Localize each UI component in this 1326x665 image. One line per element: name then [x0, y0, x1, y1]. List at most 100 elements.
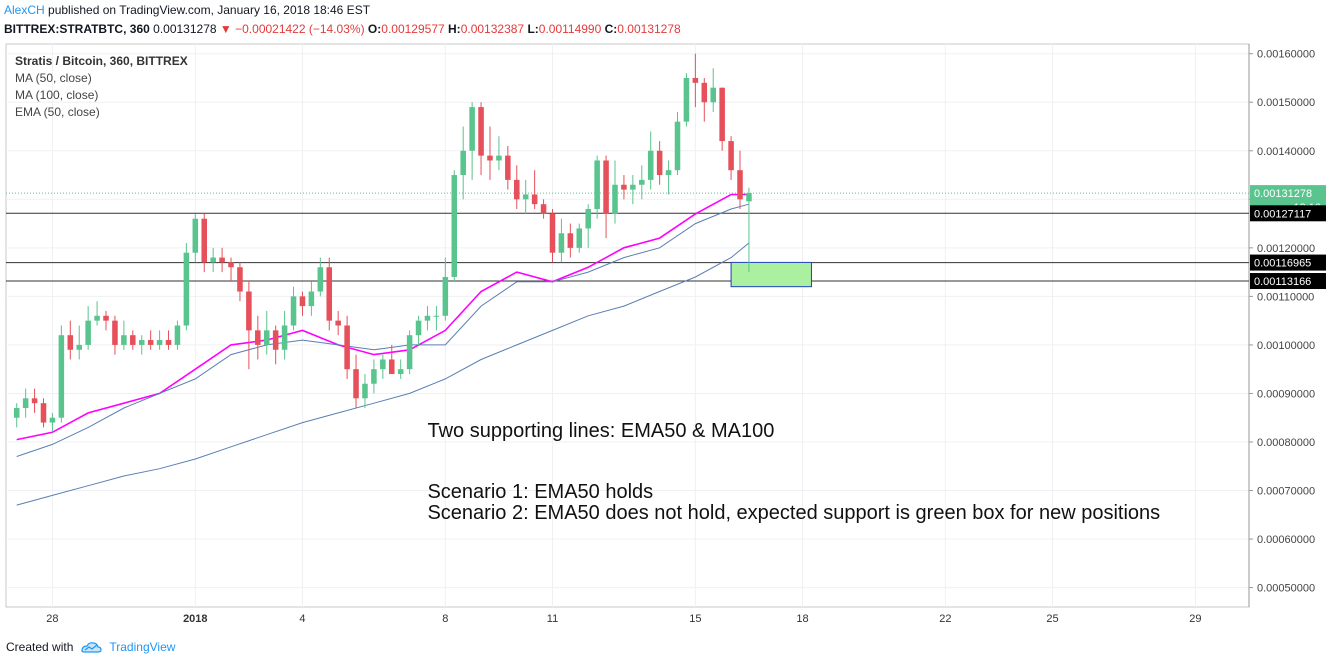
candle-down[interactable]	[299, 296, 306, 307]
support-box[interactable]	[730, 261, 812, 288]
candle-up[interactable]	[639, 179, 645, 185]
candle-up[interactable]	[612, 184, 618, 214]
candle-up[interactable]	[183, 252, 190, 326]
candle-up[interactable]	[451, 175, 458, 277]
candle-down[interactable]	[621, 184, 627, 190]
y-tick-label: 0.00160000	[1257, 49, 1315, 61]
tradingview-brand[interactable]: TradingView	[109, 640, 176, 654]
candle-down[interactable]	[103, 315, 109, 321]
candle-down[interactable]	[540, 204, 547, 214]
candle-down[interactable]	[603, 160, 609, 214]
candle-down[interactable]	[228, 262, 234, 268]
candle-down[interactable]	[353, 369, 359, 399]
candle-up[interactable]	[460, 150, 466, 176]
candle-up[interactable]	[469, 107, 475, 151]
candle-up[interactable]	[263, 330, 270, 345]
candle-up[interactable]	[424, 315, 431, 321]
candle-up[interactable]	[281, 325, 288, 350]
tradingview-logo-icon[interactable]	[79, 640, 103, 654]
candle-down[interactable]	[67, 335, 74, 350]
candle-up[interactable]	[710, 87, 716, 103]
candle-down[interactable]	[165, 340, 172, 345]
plot-area[interactable]	[5, 43, 1250, 608]
candle-up[interactable]	[433, 315, 440, 317]
candle-down[interactable]	[514, 179, 520, 200]
candle-up[interactable]	[85, 320, 91, 345]
publish-info: AlexCH published on TradingView.com, Jan…	[4, 3, 370, 17]
candle-up[interactable]	[121, 335, 127, 345]
author-link[interactable]: AlexCH	[4, 3, 45, 17]
candle-up[interactable]	[380, 359, 386, 370]
candle-down[interactable]	[112, 320, 118, 345]
high-value: 0.00132387	[460, 22, 525, 36]
candle-up[interactable]	[22, 398, 29, 409]
candle-down[interactable]	[255, 330, 261, 345]
candle-down[interactable]	[505, 155, 511, 180]
candle-down[interactable]	[531, 194, 538, 205]
series-line-ma-100-close-[interactable]	[16, 242, 750, 506]
annotation-text[interactable]: Scenario 2: EMA50 does not hold, expecte…	[427, 502, 1160, 524]
candle-up[interactable]	[138, 340, 145, 345]
candle-down[interactable]	[201, 218, 208, 263]
candle-down[interactable]	[326, 267, 333, 321]
candle-up[interactable]	[442, 276, 449, 316]
candle-up[interactable]	[58, 335, 65, 418]
candle-up[interactable]	[317, 267, 324, 292]
candle-up[interactable]	[49, 417, 56, 423]
candle-down[interactable]	[237, 267, 243, 292]
candle-up[interactable]	[308, 291, 315, 307]
candle-up[interactable]	[647, 150, 654, 180]
candle-down[interactable]	[130, 335, 136, 345]
candle-down[interactable]	[388, 359, 395, 375]
annotation-text[interactable]: Two supporting lines: EMA50 & MA100	[427, 420, 774, 442]
legend-item-ma50[interactable]: MA (50, close)	[15, 71, 92, 85]
candle-down[interactable]	[737, 170, 743, 200]
candle-up[interactable]	[683, 77, 690, 122]
legend-item-ma100[interactable]: MA (100, close)	[15, 88, 99, 102]
candle-up[interactable]	[290, 296, 297, 326]
legend-item-ema50[interactable]: EMA (50, close)	[15, 105, 100, 119]
candle-up[interactable]	[362, 383, 368, 399]
candle-down[interactable]	[335, 320, 341, 326]
candle-down[interactable]	[549, 213, 556, 253]
candle-up[interactable]	[594, 160, 600, 210]
candle-down[interactable]	[478, 107, 484, 156]
candle-up[interactable]	[674, 121, 681, 171]
candle-down[interactable]	[728, 141, 734, 171]
candle-up[interactable]	[371, 369, 377, 384]
candle-up[interactable]	[13, 408, 20, 418]
candle-up[interactable]	[156, 340, 163, 345]
candle-up[interactable]	[558, 233, 565, 253]
annotation-text[interactable]: Scenario 1: EMA50 holds	[427, 481, 653, 503]
candle-down[interactable]	[344, 325, 350, 370]
candle-down[interactable]	[31, 398, 38, 404]
candle-up[interactable]	[210, 257, 216, 263]
candle-up[interactable]	[76, 344, 82, 350]
candle-down[interactable]	[719, 87, 725, 142]
candle-up[interactable]	[665, 170, 672, 176]
x-tick-label: 25	[1046, 613, 1058, 625]
candle-up[interactable]	[174, 325, 181, 345]
candle-down[interactable]	[692, 77, 699, 83]
candle-down[interactable]	[567, 233, 574, 248]
candle-up[interactable]	[192, 218, 199, 253]
candle-down[interactable]	[40, 403, 47, 423]
candle-up[interactable]	[630, 184, 636, 190]
candle-up[interactable]	[585, 209, 591, 229]
candle-up[interactable]	[397, 369, 404, 375]
candle-up[interactable]	[496, 155, 502, 161]
candle-down[interactable]	[656, 150, 663, 176]
candle-down[interactable]	[219, 257, 225, 263]
candle-up[interactable]	[415, 320, 422, 336]
candle-down[interactable]	[272, 330, 279, 350]
candle-up[interactable]	[94, 315, 100, 321]
candle-down[interactable]	[147, 340, 154, 345]
candle-up[interactable]	[576, 228, 583, 248]
candle-up[interactable]	[746, 193, 752, 202]
candle-up[interactable]	[522, 194, 529, 200]
candle-down[interactable]	[246, 291, 252, 331]
candle-up[interactable]	[406, 335, 413, 370]
candle-down[interactable]	[701, 82, 708, 103]
candle-down[interactable]	[487, 155, 493, 161]
